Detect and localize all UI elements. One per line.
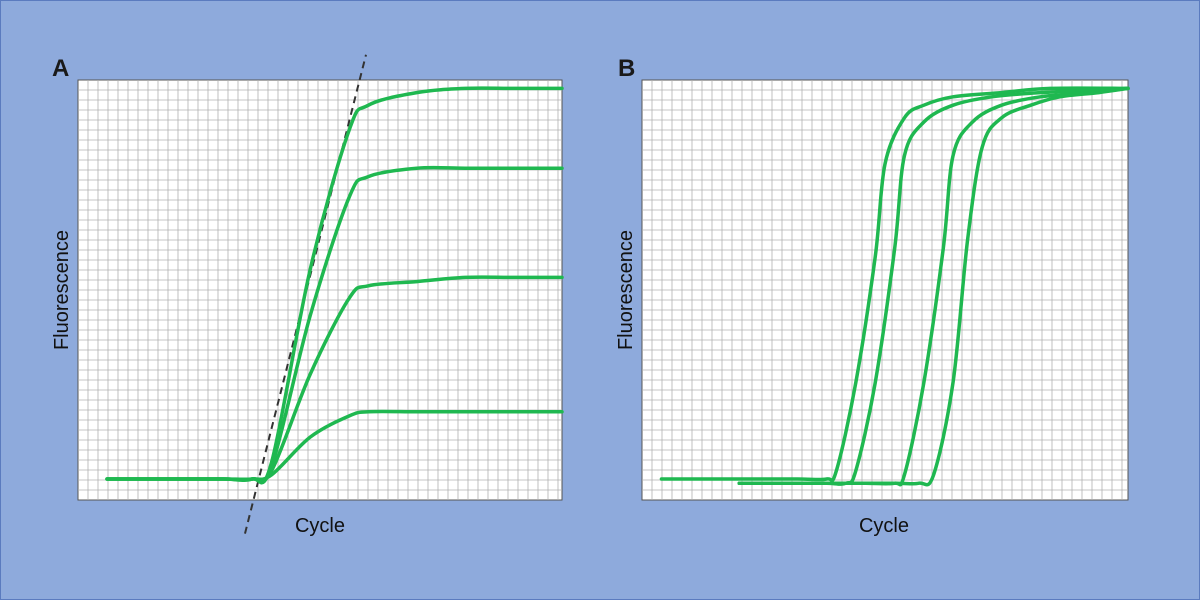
panel-a-series-line-4 (105, 86, 564, 485)
panel-b-x-axis-label: Cycle (859, 515, 909, 537)
panel-a: A Cycle Fluorescence (51, 54, 564, 537)
panel-a-y-axis-label: Fluorescence (51, 230, 73, 350)
panel-b: B Cycle Fluorescence (615, 55, 1130, 537)
panel-a-x-axis-label: Cycle (295, 515, 345, 537)
panel-a-grid (78, 80, 562, 500)
panel-b-series-layer (659, 86, 1130, 487)
panel-b-letter: B (618, 55, 635, 82)
panel-a-letter: A (52, 55, 69, 82)
panel-b-series-line-4 (766, 86, 1130, 487)
panel-b-series-line-1 (659, 86, 1130, 483)
panel-b-y-axis-label: Fluorescence (615, 230, 637, 350)
panel-a-series-layer (105, 86, 564, 485)
panel-b-grid (642, 80, 1128, 500)
